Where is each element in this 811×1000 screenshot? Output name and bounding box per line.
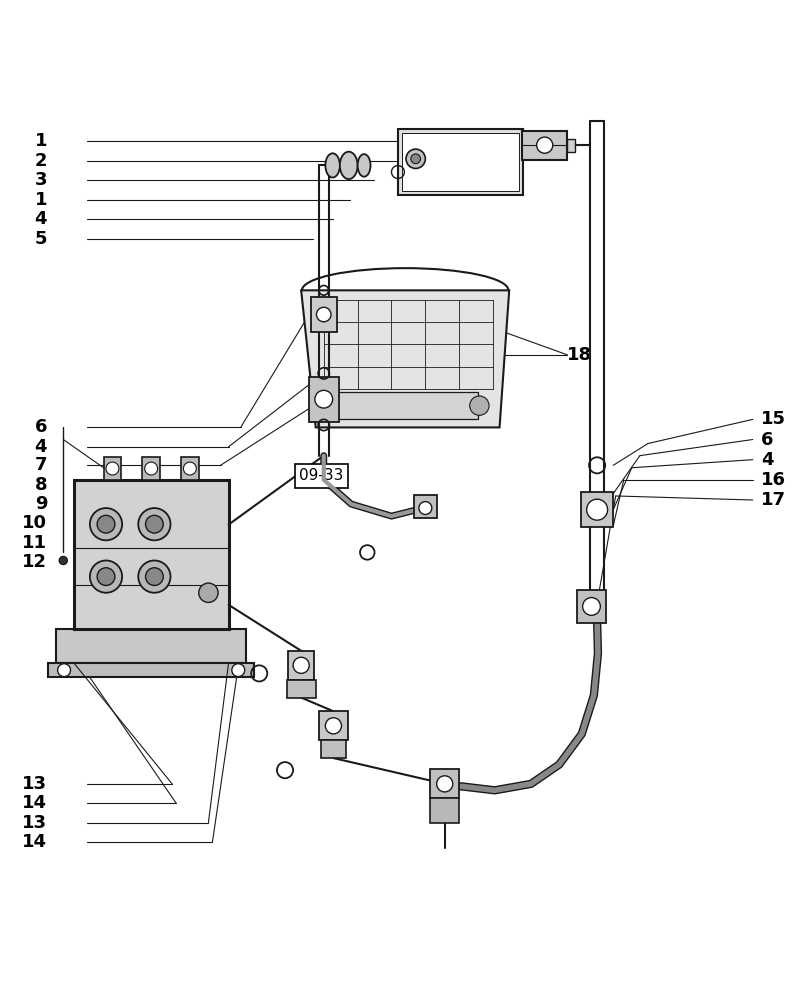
Text: 9: 9: [35, 495, 47, 513]
Bar: [311, 297, 337, 332]
Text: 4: 4: [35, 210, 47, 228]
Text: 16: 16: [760, 471, 785, 489]
Bar: [430, 769, 459, 798]
Bar: [401, 133, 518, 191]
Text: 2: 2: [35, 152, 47, 170]
Text: 12: 12: [22, 553, 47, 571]
Text: 3: 3: [35, 171, 47, 189]
Circle shape: [97, 568, 114, 585]
Circle shape: [97, 515, 114, 533]
Text: 13: 13: [22, 775, 47, 793]
Circle shape: [436, 776, 453, 792]
Circle shape: [59, 556, 67, 565]
Circle shape: [199, 583, 218, 602]
Bar: [521, 131, 567, 160]
Text: 17: 17: [760, 491, 785, 509]
Circle shape: [325, 718, 341, 734]
Text: 13: 13: [22, 814, 47, 832]
Bar: [397, 129, 522, 195]
Text: 18: 18: [567, 346, 592, 364]
Text: 6: 6: [760, 431, 772, 449]
Text: 7: 7: [35, 456, 47, 474]
Ellipse shape: [357, 154, 370, 177]
Bar: [581, 492, 612, 527]
Circle shape: [145, 568, 163, 585]
Bar: [48, 663, 254, 677]
Text: 6: 6: [35, 418, 47, 436]
Text: 11: 11: [22, 534, 47, 552]
Text: 1: 1: [35, 132, 47, 150]
Bar: [320, 740, 346, 758]
Circle shape: [406, 149, 425, 168]
Circle shape: [138, 508, 170, 540]
Text: 8: 8: [34, 476, 47, 494]
Ellipse shape: [340, 152, 357, 179]
Polygon shape: [301, 290, 508, 427]
Ellipse shape: [325, 153, 340, 178]
Bar: [414, 495, 436, 518]
Circle shape: [138, 560, 170, 593]
Circle shape: [106, 462, 118, 475]
Bar: [74, 480, 229, 629]
Text: 4: 4: [35, 438, 47, 456]
Circle shape: [231, 664, 244, 677]
Text: 4: 4: [760, 451, 772, 469]
Circle shape: [316, 307, 331, 322]
Circle shape: [582, 598, 599, 615]
Circle shape: [90, 508, 122, 540]
Circle shape: [145, 515, 163, 533]
Bar: [567, 139, 575, 152]
Circle shape: [293, 657, 309, 673]
Bar: [142, 457, 160, 480]
Circle shape: [144, 462, 157, 475]
Circle shape: [58, 664, 71, 677]
Circle shape: [410, 154, 420, 164]
Text: 5: 5: [35, 230, 47, 248]
Bar: [336, 392, 477, 419]
Bar: [319, 711, 347, 740]
Bar: [288, 651, 314, 680]
Circle shape: [536, 137, 552, 153]
Bar: [430, 798, 459, 823]
Circle shape: [315, 390, 333, 408]
Bar: [56, 629, 246, 663]
Bar: [104, 457, 121, 480]
Circle shape: [183, 462, 196, 475]
Text: 10: 10: [22, 514, 47, 532]
Text: 09-33: 09-33: [298, 468, 343, 483]
Bar: [309, 377, 339, 422]
Circle shape: [418, 502, 431, 515]
Bar: [181, 457, 199, 480]
Circle shape: [469, 396, 488, 415]
Text: 14: 14: [22, 794, 47, 812]
Bar: [577, 590, 605, 623]
Circle shape: [586, 499, 607, 520]
Circle shape: [90, 560, 122, 593]
Text: 1: 1: [35, 191, 47, 209]
Text: 14: 14: [22, 833, 47, 851]
Text: 15: 15: [760, 410, 785, 428]
Bar: [286, 680, 315, 698]
